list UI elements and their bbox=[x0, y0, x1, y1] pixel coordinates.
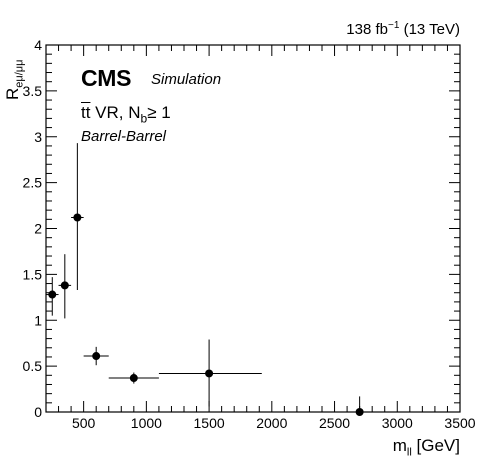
y-axis-label-main: R bbox=[3, 87, 22, 100]
region-mid: VR, N bbox=[90, 103, 141, 122]
data-point bbox=[71, 143, 84, 290]
x-tick-label: 1000 bbox=[131, 415, 162, 431]
data-point bbox=[108, 372, 159, 384]
y-tick-label: 1.5 bbox=[23, 266, 43, 282]
y-tick-label: 2 bbox=[34, 221, 42, 237]
simulation-label: Simulation bbox=[151, 71, 222, 88]
category-label: Barrel-Barrel bbox=[81, 128, 167, 145]
y-tick-label: 0 bbox=[34, 404, 42, 420]
x-tick-label: 3000 bbox=[382, 415, 413, 431]
lumi-exponent: −1 bbox=[388, 20, 400, 31]
y-tick-label: 0.5 bbox=[23, 358, 43, 374]
x-axis-label-sub: ll bbox=[406, 446, 412, 459]
x-tick-label: 1500 bbox=[194, 415, 225, 431]
x-axis-label: mll [GeV] bbox=[393, 436, 460, 458]
region-ttbar: tt bbox=[81, 103, 91, 122]
plot-frame bbox=[45, 44, 461, 413]
y-tick-label: 3.5 bbox=[23, 83, 43, 99]
data-marker bbox=[92, 352, 101, 361]
data-marker bbox=[129, 374, 138, 383]
y-tick-label: 2.5 bbox=[23, 175, 43, 191]
data-point bbox=[158, 339, 262, 407]
data-point bbox=[355, 396, 364, 416]
data-point bbox=[83, 346, 109, 366]
x-axis-label-unit: [GeV] bbox=[411, 436, 460, 455]
energy-label: (13 TeV) bbox=[399, 21, 460, 38]
y-axis-label-sub: eμ/μμ bbox=[13, 59, 26, 88]
y-tick-label: 1 bbox=[34, 312, 42, 328]
y-tick-label: 3 bbox=[34, 129, 42, 145]
x-axis-label-main: m bbox=[392, 436, 407, 455]
x-tick-label: 2500 bbox=[319, 415, 350, 431]
lumi-value: 138 fb bbox=[346, 21, 388, 38]
x-tick-label: 500 bbox=[72, 415, 96, 431]
data-marker bbox=[73, 213, 82, 222]
data-point bbox=[46, 277, 59, 316]
data-marker bbox=[205, 369, 214, 378]
cms-logo-text: CMS bbox=[81, 65, 132, 91]
x-tick-label: 2000 bbox=[256, 415, 287, 431]
luminosity-label: 138 fb−1 (13 TeV) bbox=[346, 20, 460, 38]
axis-ticks: 0 0.5 1 1.5 2 2.5 3 3.5 4 500 1000 1500 2000 2500 3000… bbox=[23, 37, 476, 431]
y-axis-label: Reμ/μμ bbox=[3, 60, 25, 100]
data-marker bbox=[60, 281, 69, 290]
region-sub: b bbox=[140, 111, 148, 126]
region-tail: ≥ 1 bbox=[147, 103, 171, 122]
data-points bbox=[46, 143, 364, 416]
y-tick-label: 4 bbox=[34, 37, 42, 53]
data-point bbox=[58, 254, 72, 319]
region-label: tt VR, Nb≥ 1 bbox=[81, 103, 171, 125]
data-marker bbox=[48, 290, 57, 299]
data-marker bbox=[355, 408, 364, 416]
x-tick-label: 3500 bbox=[444, 415, 475, 431]
